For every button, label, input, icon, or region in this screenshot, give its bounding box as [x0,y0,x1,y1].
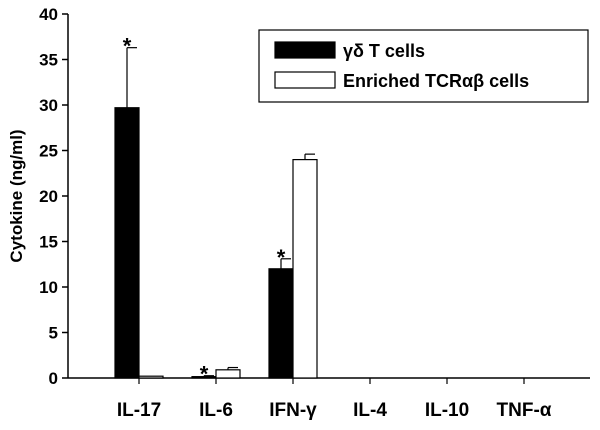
y-tick-label: 10 [39,278,58,297]
axes: 0 5 10 15 20 25 30 35 40 Cytokine (ng/ml) [7,5,590,388]
y-tick-label: 5 [49,324,58,343]
bars [114,47,318,379]
significance-marker: * [123,34,132,59]
bar-enriched-tcrab-1 [215,369,241,379]
y-axis-title: Cytokine (ng/ml) [7,129,26,262]
y-tick-label: 25 [39,142,58,161]
y-tick-label: 20 [39,187,58,206]
y-tick-label: 40 [39,5,58,24]
legend-label: γδ T cells [343,41,425,61]
bar-gd-t-cells-2 [268,268,294,379]
category-label: IL-17 [117,400,161,421]
legend: γδ T cells Enriched TCRαβ cells [258,29,589,103]
y-tick-label: 15 [39,233,58,252]
y-tick-label: 35 [39,51,58,70]
legend-swatch [274,41,336,59]
category-label: IL-6 [199,400,233,421]
category-label: IFN-γ [269,400,317,421]
category-label: IL-10 [425,400,469,421]
significance-marker: * [200,362,209,387]
bar-gd-t-cells-0 [114,107,140,379]
y-tick-label: 30 [39,96,58,115]
category-label: TNF-α [497,400,552,421]
bar-enriched-tcrab-0 [138,375,164,379]
category-label: IL-4 [353,400,387,421]
y-tick-label: 0 [49,369,58,388]
legend-swatch [274,71,336,89]
labels: IL-17 IL-6 IFN-γ IL-4 IL-10 TNF-α * * * [117,34,552,421]
significance-marker: * [277,245,286,270]
legend-label: Enriched TCRαβ cells [343,71,529,91]
bar-enriched-tcrab-2 [292,159,318,379]
